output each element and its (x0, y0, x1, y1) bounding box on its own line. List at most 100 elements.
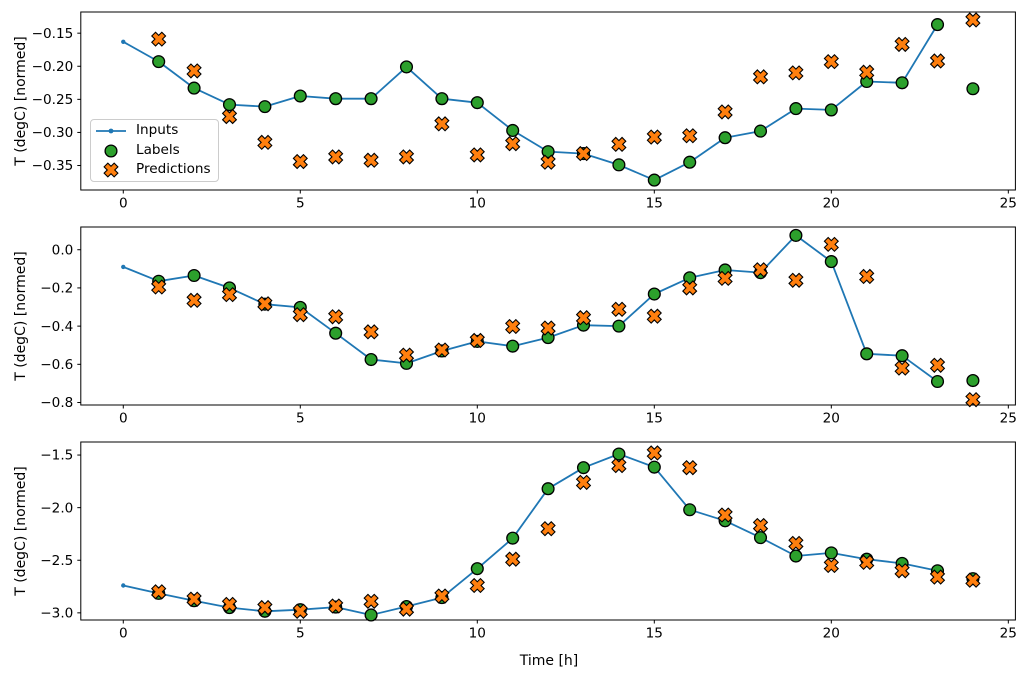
prediction-marker (505, 318, 521, 335)
prediction-marker (257, 296, 273, 312)
legend-predictions-x (103, 162, 119, 178)
inputs-point-marker (121, 583, 126, 588)
x-tick-label: 25 (1000, 626, 1017, 642)
prediction-marker (929, 569, 946, 585)
prediction-marker (965, 572, 981, 588)
y-tick-label: −0.8 (40, 395, 73, 411)
label-marker (753, 531, 768, 545)
prediction-marker (929, 357, 946, 373)
prediction-marker (717, 104, 733, 120)
y-tick-label: −0.25 (32, 92, 74, 108)
prediction-marker (328, 598, 344, 614)
prediction-marker (257, 599, 273, 616)
label-marker (612, 447, 626, 461)
prediction-marker (611, 301, 627, 317)
x-tick-label: 20 (823, 196, 840, 212)
prediction-marker (328, 149, 344, 165)
label-marker (612, 319, 626, 333)
prediction-marker (434, 116, 450, 132)
label-marker (293, 89, 307, 103)
subplot-top: −0.15 −0.20 −0.25 −0.30 −0.35 0 5 10 15 20 25 (32, 11, 1017, 212)
y-tick-label: −2.0 (40, 500, 73, 516)
legend: Inputs Labels Predictions (90, 119, 219, 182)
prediction-marker (221, 286, 238, 303)
x-tick-label: 0 (119, 196, 128, 212)
label-marker (364, 352, 378, 367)
prediction-marker (682, 128, 698, 144)
x-tick-label: 25 (1000, 196, 1017, 212)
label-marker (683, 155, 697, 169)
prediction-marker (505, 136, 521, 152)
prediction-marker (646, 129, 662, 145)
label-marker (647, 460, 661, 474)
filled-circle-icon (104, 143, 118, 158)
label-marker (824, 255, 838, 269)
prediction-marker (859, 64, 875, 80)
prediction-marker (965, 391, 981, 408)
label-marker (789, 228, 803, 242)
y-tick-label: −0.2 (40, 281, 73, 297)
prediction-marker (682, 280, 698, 296)
inputs-point-marker (121, 39, 126, 44)
prediction-marker (434, 342, 450, 358)
label-marker (824, 546, 838, 560)
x-tick-label: 20 (823, 411, 840, 427)
plot-border (80, 226, 1016, 406)
prediction-marker (434, 588, 450, 604)
legend-entry-inputs: Inputs (95, 121, 214, 141)
label-marker (399, 60, 414, 74)
prediction-marker (151, 584, 167, 600)
label-marker (576, 461, 591, 475)
prediction-marker (363, 593, 379, 609)
prediction-marker (717, 507, 733, 523)
x-tick-label: 10 (469, 196, 486, 212)
label-marker (470, 96, 484, 110)
label-marker (435, 92, 449, 106)
prediction-marker (469, 332, 485, 349)
prediction-marker (859, 554, 875, 571)
x-tick-label: 10 (469, 626, 486, 642)
prediction-marker (292, 603, 308, 619)
label-marker (966, 374, 980, 388)
prediction-marker (717, 270, 733, 287)
label-marker (895, 349, 909, 363)
inputs-point-marker (121, 264, 126, 270)
y-tick-label: −0.6 (40, 357, 73, 373)
label-marker (152, 55, 166, 69)
prediction-marker (221, 108, 238, 125)
label-marker (541, 145, 555, 159)
y-tick-label: −0.4 (40, 319, 73, 335)
prediction-marker (540, 320, 556, 336)
prediction-marker (788, 535, 804, 552)
y-axis-label-middle: T (degC) [normed] (13, 251, 29, 381)
x-tick-label: 15 (646, 626, 663, 642)
prediction-marker (363, 324, 379, 340)
prediction-marker (328, 309, 344, 325)
prediction-marker (398, 601, 415, 617)
label-marker (966, 82, 980, 96)
y-tick-label: −0.20 (32, 59, 74, 75)
legend-label-labels: Labels (136, 141, 180, 158)
legend-labels-circle (104, 143, 118, 158)
prediction-marker (752, 517, 769, 534)
prediction-marker (929, 53, 946, 69)
label-marker (506, 531, 520, 545)
label-marker (930, 18, 945, 32)
label-marker (683, 503, 697, 517)
x-tick-label: 10 (469, 411, 486, 427)
y-axis-label-bottom: T (degC) [normed] (13, 466, 29, 596)
prediction-marker (575, 145, 592, 162)
y-tick-label: −0.35 (32, 158, 74, 174)
label-marker (258, 100, 272, 114)
prediction-marker (186, 292, 202, 309)
label-marker (647, 287, 661, 301)
label-marker (187, 268, 201, 283)
prediction-marker (398, 347, 415, 363)
prediction-marker (151, 279, 167, 295)
subplot-middle: 0.0 −0.2 −0.4 −0.6 −0.8 0 5 10 15 20 25 (40, 226, 1017, 427)
prediction-marker (575, 474, 592, 491)
prediction-marker (611, 457, 627, 474)
label-marker (789, 102, 803, 116)
label-marker (329, 326, 343, 340)
